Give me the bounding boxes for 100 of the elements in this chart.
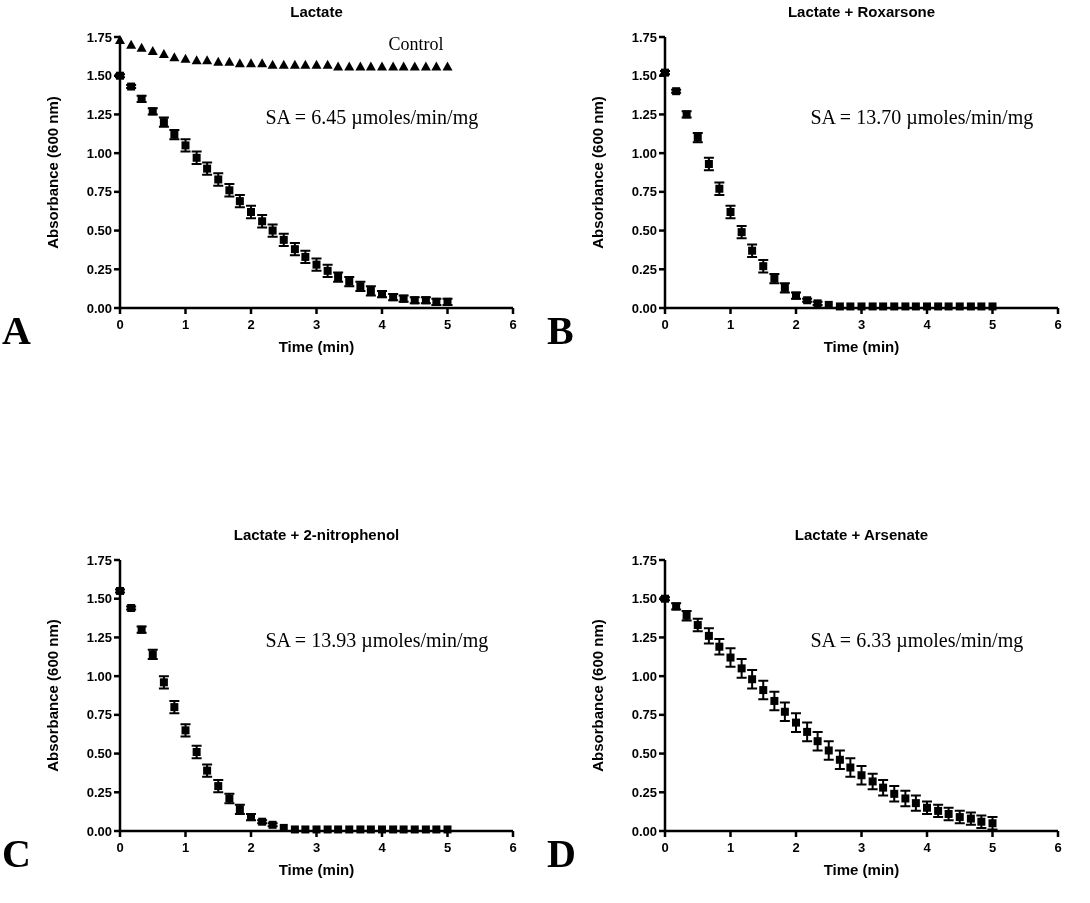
y-tick-label: 0.75 [631, 707, 657, 723]
x-tick-label: 1 [181, 840, 190, 855]
chart-title: Lactate + Arsenate [794, 526, 929, 543]
x-tick-label: 2 [792, 840, 800, 855]
point [334, 825, 343, 834]
y-tick-label: 0.75 [86, 707, 112, 723]
y-axis-title: Absorbance (600 nm) [589, 619, 606, 772]
point [410, 825, 419, 834]
point [365, 61, 376, 71]
point [278, 59, 289, 69]
y-tick-label: 1.50 [86, 591, 112, 607]
y-tick-label: 1.00 [86, 668, 112, 684]
x-axis-title: Time (min) [823, 861, 900, 878]
x-axis-title: Time (min) [823, 338, 900, 355]
y-tick-label: 1.75 [86, 29, 112, 45]
x-axis-title: Time (min) [278, 861, 355, 878]
text: A [2, 308, 31, 353]
y-tick-label: 1.50 [631, 591, 657, 607]
x-tick-label: 4 [378, 840, 387, 855]
point [136, 42, 147, 52]
point [191, 55, 202, 65]
point [399, 825, 408, 834]
x-tick-label: 0 [116, 840, 124, 855]
y-tick-label: 0.00 [86, 300, 112, 316]
x-tick-label: 3 [857, 317, 866, 332]
x-axis-title: Time (min) [278, 338, 355, 355]
x-tick-label: 5 [988, 840, 997, 855]
point [322, 59, 333, 69]
x-tick-label: 6 [509, 317, 517, 332]
y-tick-label: 1.00 [631, 668, 657, 684]
x-tick-label: 5 [988, 317, 997, 332]
y-tick-label: 0.00 [631, 823, 657, 839]
x-tick-label: 4 [378, 317, 387, 332]
point [202, 55, 213, 65]
chart-title: Lactate [290, 3, 343, 20]
point [147, 45, 158, 55]
x-tick-label: 2 [247, 317, 255, 332]
x-tick-label: 1 [726, 840, 735, 855]
y-tick-label: 0.50 [631, 746, 657, 762]
point [257, 58, 268, 68]
point [890, 302, 899, 311]
point [323, 825, 332, 834]
x-tick-label: 2 [792, 317, 800, 332]
point [126, 39, 137, 49]
annotation: SA = 6.33 µmoles/min/mg [810, 628, 1024, 652]
point [857, 302, 866, 311]
annotation: SA = 13.70 µmoles/min/mg [810, 105, 1034, 129]
x-tick-label: 6 [509, 840, 517, 855]
y-tick-label: 0.25 [86, 261, 112, 277]
point [366, 825, 375, 834]
point [911, 302, 920, 311]
series-label: Control [388, 34, 444, 55]
point [389, 825, 398, 834]
point [169, 52, 180, 62]
point [345, 825, 354, 834]
y-tick-label: 1.50 [86, 68, 112, 84]
point [420, 61, 431, 71]
point [224, 56, 235, 66]
y-tick-label: 0.25 [86, 784, 112, 800]
y-tick-label: 0.25 [631, 261, 657, 277]
point [301, 825, 310, 834]
point [442, 61, 453, 71]
x-tick-label: 6 [1054, 840, 1062, 855]
point [355, 61, 366, 71]
point [267, 59, 278, 69]
y-tick-label: 0.50 [86, 223, 112, 239]
y-axis-title: Absorbance (600 nm) [589, 96, 606, 249]
x-tick-label: 3 [312, 840, 321, 855]
y-tick-label: 1.50 [631, 68, 657, 84]
x-tick-label: 0 [661, 840, 669, 855]
point [944, 302, 953, 311]
point [234, 58, 245, 68]
text: B [547, 308, 574, 353]
chart-title: Lactate + 2-nitrophenol [233, 526, 400, 543]
y-tick-label: 1.00 [86, 145, 112, 161]
y-axis-title: Absorbance (600 nm) [44, 619, 61, 772]
point [977, 302, 986, 311]
y-tick-label: 0.50 [86, 746, 112, 762]
y-tick-label: 1.25 [86, 629, 112, 645]
y-tick-label: 0.50 [631, 223, 657, 239]
annotation: SA = 6.45 µmoles/min/mg [265, 105, 479, 129]
point [955, 302, 964, 311]
y-tick-label: 1.75 [631, 29, 657, 45]
point [290, 825, 299, 834]
y-tick-label: 1.25 [631, 629, 657, 645]
y-axis-title: Absorbance (600 nm) [44, 96, 61, 249]
point [344, 61, 355, 71]
point [879, 302, 888, 311]
x-tick-label: 1 [181, 317, 190, 332]
annotation: SA = 13.93 µmoles/min/mg [265, 628, 489, 652]
text: C [2, 831, 31, 876]
point [289, 59, 300, 69]
point [868, 302, 877, 311]
x-tick-label: 3 [857, 840, 866, 855]
point [846, 302, 855, 311]
point [421, 825, 430, 834]
y-tick-label: 1.75 [86, 552, 112, 568]
point [966, 302, 975, 311]
x-tick-label: 0 [116, 317, 124, 332]
point [431, 61, 442, 71]
